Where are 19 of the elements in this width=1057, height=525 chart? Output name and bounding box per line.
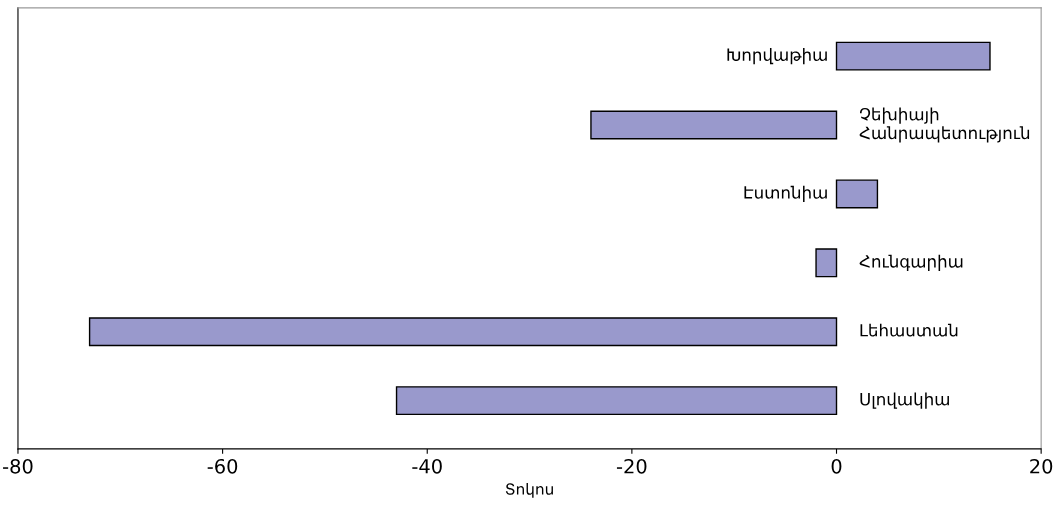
- y-tick-label: Խորվաթիա: [727, 48, 827, 65]
- bar: [835, 179, 879, 209]
- y-tick-label: Լեհաստան: [860, 323, 958, 337]
- bar: [88, 317, 838, 347]
- bar: [395, 386, 838, 416]
- bar: [590, 110, 838, 140]
- x-tick-label: -40: [412, 458, 442, 474]
- x-tick-label: -80: [3, 458, 33, 474]
- y-tick-label: Հունգարիա: [859, 254, 963, 271]
- bar: [815, 248, 838, 278]
- x-tick-label: 0: [831, 458, 842, 474]
- x-tick-label: -60: [207, 458, 238, 474]
- y-tick-label: Էստոնիա: [744, 185, 827, 202]
- y-tick-label: Սլովակիա: [860, 392, 949, 409]
- y-tick-label: Չեխիայի Հանրապետություն: [859, 107, 1030, 143]
- bar: [835, 41, 991, 71]
- x-tick-label: 20: [1030, 458, 1053, 474]
- x-tick-label: -20: [616, 458, 647, 474]
- x-axis-title: Տոկոս: [505, 482, 553, 498]
